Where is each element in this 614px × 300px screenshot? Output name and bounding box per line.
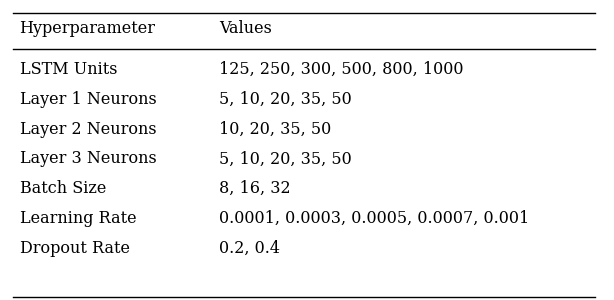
Text: 125, 250, 300, 500, 800, 1000: 125, 250, 300, 500, 800, 1000 (219, 61, 464, 78)
Text: 0.2, 0.4: 0.2, 0.4 (219, 240, 281, 256)
Text: 0.0001, 0.0003, 0.0005, 0.0007, 0.001: 0.0001, 0.0003, 0.0005, 0.0007, 0.001 (219, 210, 530, 227)
Text: Learning Rate: Learning Rate (20, 210, 136, 227)
Text: Layer 3 Neurons: Layer 3 Neurons (20, 150, 157, 167)
Text: 10, 20, 35, 50: 10, 20, 35, 50 (219, 121, 332, 138)
Text: LSTM Units: LSTM Units (20, 61, 117, 78)
Text: 5, 10, 20, 35, 50: 5, 10, 20, 35, 50 (219, 91, 352, 108)
Text: Batch Size: Batch Size (20, 180, 106, 197)
Text: 8, 16, 32: 8, 16, 32 (219, 180, 291, 197)
Text: Hyperparameter: Hyperparameter (20, 20, 155, 37)
Text: 5, 10, 20, 35, 50: 5, 10, 20, 35, 50 (219, 150, 352, 167)
Text: Layer 2 Neurons: Layer 2 Neurons (20, 121, 156, 138)
Text: Values: Values (219, 20, 272, 37)
Text: Dropout Rate: Dropout Rate (20, 240, 130, 256)
Text: Layer 1 Neurons: Layer 1 Neurons (20, 91, 157, 108)
